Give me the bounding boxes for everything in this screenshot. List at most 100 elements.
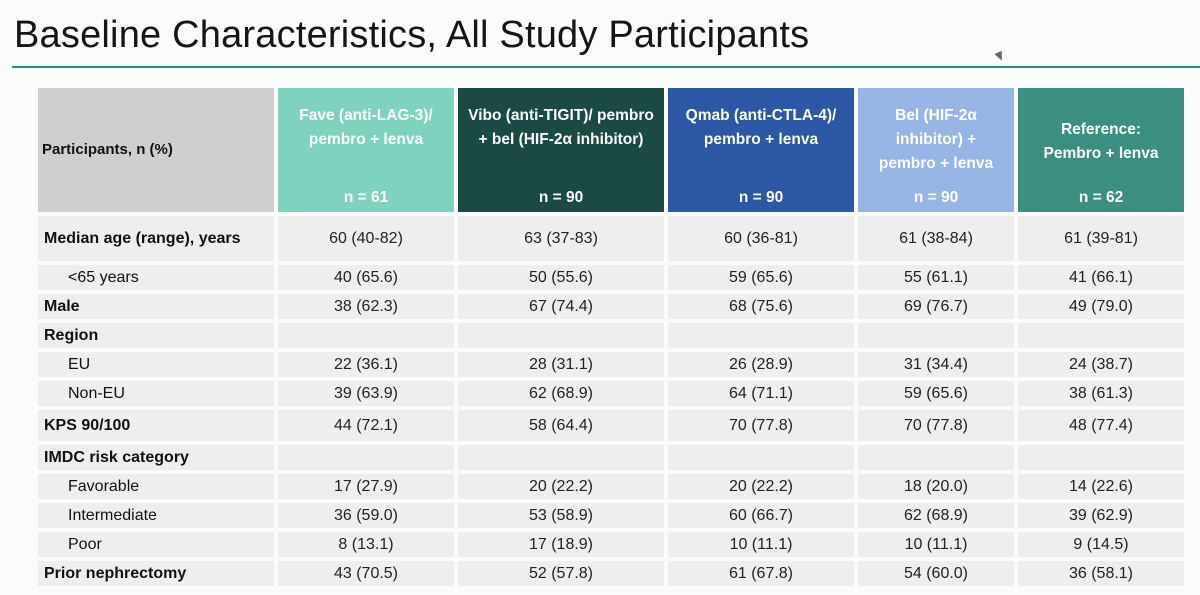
- table-cell: 10 (11.1): [668, 532, 854, 557]
- row-label: KPS 90/100: [38, 410, 274, 441]
- row-label: Favorable: [38, 474, 274, 499]
- table-row: <65 years 40 (65.6) 50 (55.6) 59 (65.6) …: [38, 265, 1184, 290]
- row-label: Prior nephrectomy: [38, 561, 274, 586]
- table-cell: [858, 445, 1014, 470]
- table-cell: 18 (20.0): [858, 474, 1014, 499]
- table-cell: 38 (61.3): [1018, 381, 1184, 406]
- table-cell: 62 (68.9): [458, 381, 664, 406]
- table-row: Prior nephrectomy 43 (70.5) 52 (57.8) 61…: [38, 561, 1184, 586]
- table-cell: 36 (59.0): [278, 503, 454, 528]
- table-cell: 59 (65.6): [668, 265, 854, 290]
- table-cell: 39 (62.9): [1018, 503, 1184, 528]
- table-cell: 14 (22.6): [1018, 474, 1184, 499]
- header-corner: Participants, n (%): [38, 88, 274, 212]
- table-cell: 26 (28.9): [668, 352, 854, 377]
- table-cell: 60 (66.7): [668, 503, 854, 528]
- table-row: Intermediate 36 (59.0) 53 (58.9) 60 (66.…: [38, 503, 1184, 528]
- table-cell: 36 (58.1): [1018, 561, 1184, 586]
- header-col-bel: Bel (HIF-2α inhibitor) + pembro + lenva …: [858, 88, 1014, 212]
- header-label: Qmab (anti-CTLA-4)/ pembro + lenva: [685, 107, 837, 148]
- table-cell: 67 (74.4): [458, 294, 664, 319]
- table-cell: 9 (14.5): [1018, 532, 1184, 557]
- header-col-vibo: Vibo (anti-TIGIT)/ pembro + bel (HIF-2α …: [458, 88, 664, 212]
- table-cell: 38 (62.3): [278, 294, 454, 319]
- header-label: Fave (anti-LAG-3)/ pembro + lenva: [299, 107, 433, 148]
- table-cell: 61 (38-84): [858, 216, 1014, 261]
- table-cell: [668, 323, 854, 348]
- table-cell: 49 (79.0): [1018, 294, 1184, 319]
- table-cell: 68 (75.6): [668, 294, 854, 319]
- table-cell: 58 (64.4): [458, 410, 664, 441]
- table-row: Favorable 17 (27.9) 20 (22.2) 20 (22.2) …: [38, 474, 1184, 499]
- row-label: IMDC risk category: [38, 445, 274, 470]
- table-cell: 17 (18.9): [458, 532, 664, 557]
- table-cell: [668, 445, 854, 470]
- table-cell: 43 (70.5): [278, 561, 454, 586]
- table-cell: 44 (72.1): [278, 410, 454, 441]
- table-cell: 70 (77.8): [858, 410, 1014, 441]
- table-header-row: Participants, n (%) Fave (anti-LAG-3)/ p…: [38, 88, 1184, 212]
- table-cell: [458, 445, 664, 470]
- header-n: n = 62: [1078, 189, 1124, 206]
- table-cell: 10 (11.1): [858, 532, 1014, 557]
- table-cell: [458, 323, 664, 348]
- table-cell: 70 (77.8): [668, 410, 854, 441]
- row-label: Intermediate: [38, 503, 274, 528]
- table-cell: [858, 323, 1014, 348]
- row-label: <65 years: [38, 265, 274, 290]
- table-cell: 52 (57.8): [458, 561, 664, 586]
- table-cell: 8 (13.1): [278, 532, 454, 557]
- table-row: IMDC risk category: [38, 445, 1184, 470]
- table-cell: 31 (34.4): [858, 352, 1014, 377]
- table-cell: 39 (63.9): [278, 381, 454, 406]
- header-col-reference: Reference: Pembro + lenva n = 62: [1018, 88, 1184, 212]
- table-row: Non-EU 39 (63.9) 62 (68.9) 64 (71.1) 59 …: [38, 381, 1184, 406]
- mouse-cursor-icon: [994, 50, 1006, 63]
- slide-title: Baseline Characteristics, All Study Part…: [14, 14, 810, 56]
- header-label: Reference: Pembro + lenva: [1043, 121, 1159, 162]
- table-cell: 69 (76.7): [858, 294, 1014, 319]
- baseline-characteristics-table: Participants, n (%) Fave (anti-LAG-3)/ p…: [34, 84, 1188, 590]
- table-cell: 28 (31.1): [458, 352, 664, 377]
- table-cell: 59 (65.6): [858, 381, 1014, 406]
- table-cell: 63 (37-83): [458, 216, 664, 261]
- table-cell: 17 (27.9): [278, 474, 454, 499]
- header-label: Bel (HIF-2α inhibitor) + pembro + lenva: [878, 107, 994, 172]
- table-cell: 60 (40-82): [278, 216, 454, 261]
- row-label: Median age (range), years: [38, 216, 274, 261]
- table-cell: 50 (55.6): [458, 265, 664, 290]
- table-row: EU 22 (36.1) 28 (31.1) 26 (28.9) 31 (34.…: [38, 352, 1184, 377]
- header-col-qmab: Qmab (anti-CTLA-4)/ pembro + lenva n = 9…: [668, 88, 854, 212]
- table-cell: 20 (22.2): [668, 474, 854, 499]
- table-cell: 40 (65.6): [278, 265, 454, 290]
- header-label: Vibo (anti-TIGIT)/ pembro + bel (HIF-2α …: [468, 107, 654, 148]
- table-cell: 54 (60.0): [858, 561, 1014, 586]
- row-label: Poor: [38, 532, 274, 557]
- table-cell: 60 (36-81): [668, 216, 854, 261]
- table-row: Male 38 (62.3) 67 (74.4) 68 (75.6) 69 (7…: [38, 294, 1184, 319]
- table-row: Poor 8 (13.1) 17 (18.9) 10 (11.1) 10 (11…: [38, 532, 1184, 557]
- row-label: Male: [38, 294, 274, 319]
- header-n: n = 61: [343, 189, 389, 206]
- header-n: n = 90: [913, 189, 959, 206]
- table-cell: [1018, 323, 1184, 348]
- table-cell: [278, 445, 454, 470]
- table-cell: [1018, 445, 1184, 470]
- table-cell: 62 (68.9): [858, 503, 1014, 528]
- table-cell: 24 (38.7): [1018, 352, 1184, 377]
- table-cell: 41 (66.1): [1018, 265, 1184, 290]
- header-col-fave: Fave (anti-LAG-3)/ pembro + lenva n = 61: [278, 88, 454, 212]
- table-cell: 61 (39-81): [1018, 216, 1184, 261]
- table-row: Region: [38, 323, 1184, 348]
- table-cell: 48 (77.4): [1018, 410, 1184, 441]
- table-row: Median age (range), years 60 (40-82) 63 …: [38, 216, 1184, 261]
- title-divider: [12, 66, 1200, 68]
- row-label: EU: [38, 352, 274, 377]
- table-cell: 53 (58.9): [458, 503, 664, 528]
- table-cell: 20 (22.2): [458, 474, 664, 499]
- table-cell: 22 (36.1): [278, 352, 454, 377]
- row-label: Region: [38, 323, 274, 348]
- table-row: KPS 90/100 44 (72.1) 58 (64.4) 70 (77.8)…: [38, 410, 1184, 441]
- table-cell: 55 (61.1): [858, 265, 1014, 290]
- table-cell: [278, 323, 454, 348]
